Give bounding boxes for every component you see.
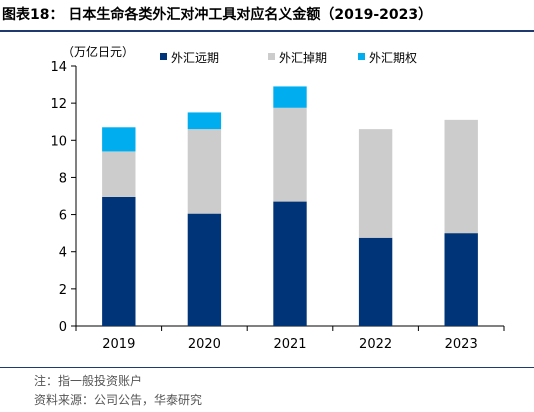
- stacked-bar-chart: （万亿日元） 外汇远期 外汇掉期 外汇期权 0 2 4 6 8 10 12 14 2019 2020…: [50, 44, 505, 352]
- bar-segment-s1-c1: [102, 196, 136, 326]
- bar-segment-s2-c3: [273, 107, 307, 202]
- bar-segment-s2-c2: [187, 129, 222, 214]
- y-tick-label: 2: [59, 283, 67, 298]
- y-tick-label: 8: [59, 171, 67, 186]
- y-tick-label: 0: [59, 320, 67, 335]
- bar-segment-s3-c3: [273, 86, 307, 108]
- x-tick-label: 2021: [273, 337, 306, 352]
- bar-segment-s1-c3: [273, 201, 307, 326]
- x-axis: 2019 2020 2021 2022 2023: [75, 325, 505, 352]
- x-tick-label: 2023: [445, 337, 478, 352]
- y-tick-label: 12: [50, 97, 67, 112]
- source-note: 资料来源：公司公告，华泰研究: [34, 393, 203, 407]
- y-tick-label: 6: [59, 209, 67, 224]
- bars: [102, 86, 478, 326]
- bar-segment-s1-c5: [444, 233, 478, 326]
- legend-label-3: 外汇期权: [369, 51, 417, 65]
- x-tick-label: 2019: [102, 337, 135, 352]
- bar-segment-s2-c5: [444, 119, 478, 234]
- legend-swatch-1: [160, 53, 167, 60]
- x-tick-label: 2022: [359, 337, 392, 352]
- legend-label-1: 外汇远期: [171, 51, 219, 65]
- y-axis-unit-label: （万亿日元）: [62, 44, 134, 59]
- footnote: 注：指一般投资账户: [34, 374, 143, 388]
- x-tick-label: 2020: [188, 337, 221, 352]
- y-axis: 0 2 4 6 8 10 12 14: [50, 60, 77, 335]
- legend-swatch-2: [268, 53, 275, 60]
- bar-segment-s1-c2: [187, 213, 222, 326]
- bar-segment-s3-c2: [187, 112, 222, 130]
- title-divider: [0, 30, 534, 32]
- y-tick-label: 10: [50, 134, 67, 149]
- legend: 外汇远期 外汇掉期 外汇期权: [160, 51, 417, 65]
- legend-label-2: 外汇掉期: [279, 51, 327, 65]
- y-tick-label: 4: [59, 246, 67, 261]
- footer-divider: [0, 367, 534, 368]
- bar-segment-s2-c4: [358, 129, 393, 238]
- bar-segment-s3-c1: [102, 127, 136, 152]
- bar-segment-s1-c4: [358, 237, 393, 326]
- y-tick-label: 14: [50, 60, 67, 75]
- bar-segment-s2-c1: [102, 151, 136, 197]
- legend-swatch-3: [358, 53, 365, 60]
- chart-title: 图表18： 日本生命各类外汇对冲工具对应名义金额（2019-2023）: [2, 7, 433, 23]
